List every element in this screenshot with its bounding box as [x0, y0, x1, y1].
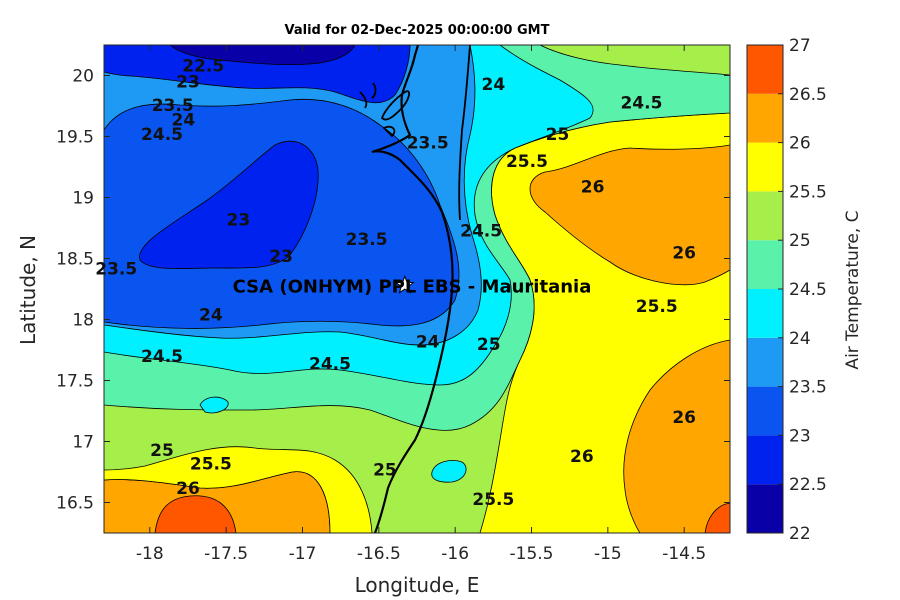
colorbar-segment	[747, 386, 783, 436]
contour-label: 24.5	[309, 354, 351, 374]
contour-label: 25.5	[190, 454, 232, 474]
region-26-se	[623, 339, 730, 533]
colorbar-tick-label: 27	[789, 36, 811, 56]
contour-label: 24	[482, 75, 506, 95]
patch-24-south	[431, 460, 467, 483]
contour-label: 24	[416, 332, 440, 352]
x-axis-label: Longitude, E	[354, 573, 480, 597]
y-axis: 16.5 17 17.5 18 18.5 19 19.5 20	[56, 67, 730, 514]
contour-label: 24	[172, 110, 196, 130]
station-marker: CSA (ONHYM) PPL EBS - Mauritania	[233, 274, 592, 297]
y-tick-label: 16.5	[56, 494, 94, 514]
region-26_5-se	[704, 502, 730, 533]
colorbar-tick-label: 26	[789, 134, 811, 154]
x-tick-label: -17.5	[204, 544, 248, 564]
contour-label: 26	[176, 479, 200, 499]
contour-label: 25	[150, 441, 174, 461]
colorbar-tick-label: 25	[789, 231, 811, 251]
contour-label: 24	[199, 306, 223, 326]
colorbar-segment	[747, 191, 783, 241]
colorbar-segment	[747, 45, 783, 94]
region-26-east	[529, 144, 730, 286]
colorbar-tick-label: 23	[789, 426, 811, 446]
contour-label: 24.5	[141, 125, 183, 145]
x-tick-label: -16.5	[357, 544, 401, 564]
contour-label: 23	[227, 210, 251, 230]
contour-label: 26	[581, 178, 605, 198]
x-tick-label: -18	[136, 544, 164, 564]
contour-label: 23.5	[152, 96, 194, 116]
colorbar-label: Air Temperature, C	[843, 210, 863, 370]
contour-label: 25	[373, 461, 397, 481]
y-tick-label: 17	[72, 433, 94, 453]
x-tick-label: -15	[594, 544, 622, 564]
region-25_5-sw	[104, 446, 373, 533]
colorbar-segment	[747, 142, 783, 192]
contour-label: 23.5	[407, 134, 449, 154]
patch-24-west	[199, 396, 229, 414]
contour-label: 25.5	[636, 297, 678, 317]
colorbar-segment	[747, 435, 783, 485]
colorbar-segment	[747, 289, 783, 338]
contour-label: 23.5	[346, 230, 388, 250]
y-tick-label: 17.5	[56, 372, 94, 392]
colorbar: 22 22.5 23 23.5 24 24.5 25 25.5 26 26.5 27	[746, 36, 827, 544]
colorbar-tick-label: 25.5	[789, 182, 827, 202]
colorbar-segment	[747, 484, 783, 533]
contour-label: 26	[570, 447, 594, 467]
y-tick-label: 19	[72, 189, 94, 209]
x-axis: -18 -17.5 -17 -16.5 -16 -15.5 -15 -14.5	[136, 45, 706, 564]
region-22-north	[169, 45, 356, 66]
island	[359, 82, 411, 138]
contour-label: 24.5	[141, 347, 183, 367]
colorbar-tick-label: 23.5	[789, 378, 827, 398]
contour-label: 24.5	[460, 221, 502, 241]
colorbar-segment	[747, 240, 783, 289]
contour-label: 25	[477, 335, 501, 355]
contour-label: 26	[672, 408, 696, 428]
colorbar-segment	[747, 93, 783, 143]
contour-label: 24.5	[620, 93, 662, 113]
x-tick-label: -16	[441, 544, 469, 564]
y-tick-label: 20	[72, 67, 94, 87]
coastline	[371, 45, 454, 533]
contour-label: 23	[176, 73, 200, 93]
chart-title: Valid for 02-Dec-2025 00:00:00 GMT	[284, 23, 550, 38]
contour-label: 23	[269, 247, 293, 267]
x-tick-label: -14.5	[662, 544, 706, 564]
y-tick-label: 18.5	[56, 250, 94, 270]
colorbar-tick-label: 24.5	[789, 280, 827, 300]
inland-line	[458, 45, 471, 221]
contour-label: 25	[546, 125, 570, 145]
y-tick-label: 18	[72, 311, 94, 331]
colorbar-tick-label: 22	[789, 524, 811, 544]
x-tick-label: -17	[289, 544, 317, 564]
station-star	[394, 274, 415, 294]
colorbar-tick-label: 26.5	[789, 85, 827, 105]
station-label: CSA (ONHYM) PPL EBS - Mauritania	[233, 276, 592, 297]
y-axis-label: Latitude, N	[16, 235, 40, 345]
y-tick-label: 19.5	[56, 128, 94, 148]
contour-label: 26	[672, 243, 696, 263]
x-tick-label: -15.5	[510, 544, 554, 564]
contour-label: 23.5	[95, 259, 137, 279]
contour-label: 22.5	[182, 57, 224, 77]
colorbar-tick-label: 22.5	[789, 475, 827, 495]
colorbar-segment	[747, 337, 783, 387]
colorbar-tick-label: 24	[789, 329, 811, 349]
contour-label: 25.5	[472, 490, 514, 510]
region-22_5-center	[139, 140, 319, 270]
contour-label: 25.5	[506, 152, 548, 172]
region-26_5-sw	[154, 495, 237, 533]
